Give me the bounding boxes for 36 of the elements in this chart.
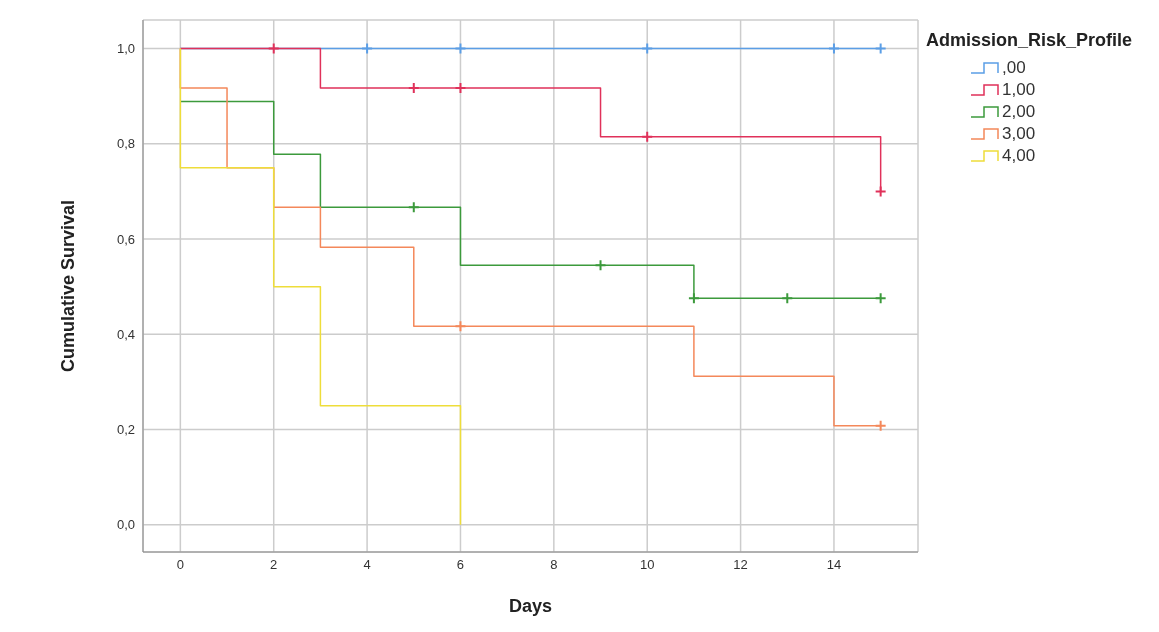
legend-label: 3,00 [1002,124,1036,144]
point [874,419,887,432]
y-tick-label: 1,0 [116,41,135,57]
point [267,42,280,55]
legend-label: 4,00 [1002,146,1036,166]
point [687,292,700,305]
point [454,320,467,333]
y-tick-label: 0,6 [116,231,135,247]
x-axis-title: Days [508,596,553,616]
x-tick-label: 10 [639,557,655,573]
y-axis-title: Cumulative Survival [58,199,79,373]
point [641,42,654,55]
point [361,42,374,55]
x-tick-label: 8 [550,557,558,573]
legend-label: 1,00 [1002,80,1036,100]
point [874,185,887,198]
point [781,292,794,305]
y-tick-label: 0,0 [116,517,135,533]
point [594,259,607,272]
y-tick-label: 0,4 [116,326,135,342]
point [407,201,420,214]
x-tick-label: 0 [176,557,184,573]
x-tick-label: 4 [363,557,371,573]
legend-title: Admission_Risk_Profile [926,30,1133,51]
x-tick-label: 2 [270,557,278,573]
point [874,42,887,55]
y-tick-label: 0,2 [116,422,135,438]
legend-label: ,00 [1002,58,1026,78]
point [641,130,654,143]
y-tick-label: 0,8 [116,136,135,152]
point [874,292,887,305]
x-tick-label: 6 [456,557,465,573]
point [454,42,467,55]
x-tick-label: 14 [826,557,842,573]
legend-label: 2,00 [1002,102,1036,122]
x-tick-label: 12 [733,557,748,573]
